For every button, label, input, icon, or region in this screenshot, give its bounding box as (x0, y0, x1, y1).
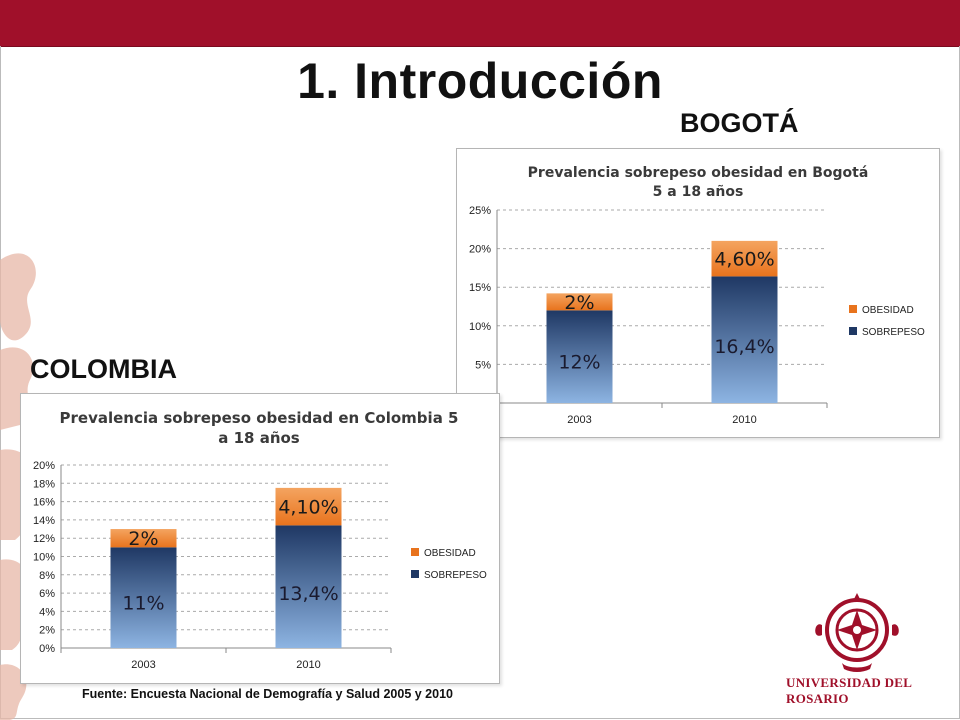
colombia-subtitle: a 18 años (218, 429, 300, 447)
bogota-bar-obesidad (711, 240, 778, 277)
bogota-legend-label: SOBREPESO (862, 327, 925, 338)
colombia-ytick-label: 2% (39, 625, 55, 637)
bogota-ytick-label: 20% (469, 244, 491, 256)
source-note: Fuente: Encuesta Nacional de Demografía … (82, 687, 453, 701)
colombia-ytick-label: 12% (33, 533, 55, 545)
slide-title: 1. Introducción (297, 53, 663, 109)
colombia-data-label-sobrepeso: 13,4% (278, 583, 338, 605)
bogota-chart-svg: Prevalencia sobrepeso obesidad en Bogotá… (469, 165, 925, 426)
colombia-bar-sobrepeso (275, 525, 342, 648)
bogota-legend-swatch (849, 305, 857, 313)
bogota-ytick-label: 5% (475, 359, 491, 371)
university-logo-text: UNIVERSIDAD DEL ROSARIO (786, 675, 912, 706)
colombia-ytick-label: 6% (39, 588, 55, 600)
colombia-data-label-sobrepeso: 11% (122, 593, 164, 615)
bogota-data-label-obesidad: 4,60% (714, 249, 774, 271)
colombia-ytick-label: 20% (33, 460, 55, 472)
colombia-ytick-label: 8% (39, 570, 55, 582)
colombia-x-label: 2003 (131, 659, 155, 671)
colombia-legend-label: OBESIDAD (424, 548, 476, 559)
colombia-label: COLOMBIA (30, 354, 177, 384)
colombia-bar-sobrepeso (110, 547, 177, 648)
bogota-bar-sobrepeso (546, 310, 613, 403)
bogota-legend-label: OBESIDAD (862, 305, 914, 316)
colombia-legend-swatch (411, 570, 419, 578)
colombia-ytick-label: 14% (33, 515, 55, 527)
colombia-chart: Prevalencia sobrepeso obesidad en Colomb… (20, 393, 500, 684)
bogota-bar-obesidad (546, 293, 613, 311)
colombia-legend-label: SOBREPESO (424, 570, 487, 581)
colombia-ytick-label: 0% (39, 643, 55, 655)
colombia-bar-obesidad (275, 487, 342, 526)
colombia-bar-obesidad (110, 529, 177, 548)
colombia-chart-svg: Prevalencia sobrepeso obesidad en Colomb… (33, 409, 487, 671)
bogota-ytick-label: 25% (469, 205, 491, 217)
colombia-title: Prevalencia sobrepeso obesidad en Colomb… (60, 409, 459, 427)
colombia-data-label-obesidad: 4,10% (278, 497, 338, 519)
colombia-legend-swatch (411, 548, 419, 556)
bogota-ytick-label: 10% (469, 321, 491, 333)
university-seal-logo (815, 593, 899, 672)
bogota-x-label: 2003 (567, 414, 591, 426)
bogota-subtitle: 5 a 18 años (653, 184, 744, 200)
bogota-data-label-obesidad: 2% (564, 292, 594, 314)
colombia-ytick-label: 10% (33, 552, 55, 564)
bogota-legend-swatch (849, 327, 857, 335)
bogota-x-label: 2010 (732, 414, 756, 426)
bogota-ytick-label: 15% (469, 282, 491, 294)
colombia-ytick-label: 16% (33, 497, 55, 509)
colombia-data-label-obesidad: 2% (128, 528, 158, 550)
bogota-bar-sobrepeso (711, 276, 778, 403)
colombia-x-label: 2010 (296, 659, 320, 671)
bogota-chart: Prevalencia sobrepeso obesidad en Bogotá… (456, 148, 940, 438)
colombia-ytick-label: 18% (33, 478, 55, 490)
bogota-data-label-sobrepeso: 16,4% (714, 336, 774, 358)
bogota-data-label-sobrepeso: 12% (558, 351, 600, 373)
bogota-label: BOGOTÁ (680, 108, 799, 138)
top-banner (0, 0, 960, 47)
bogota-title: Prevalencia sobrepeso obesidad en Bogotá (528, 165, 869, 181)
colombia-ytick-label: 4% (39, 606, 55, 618)
